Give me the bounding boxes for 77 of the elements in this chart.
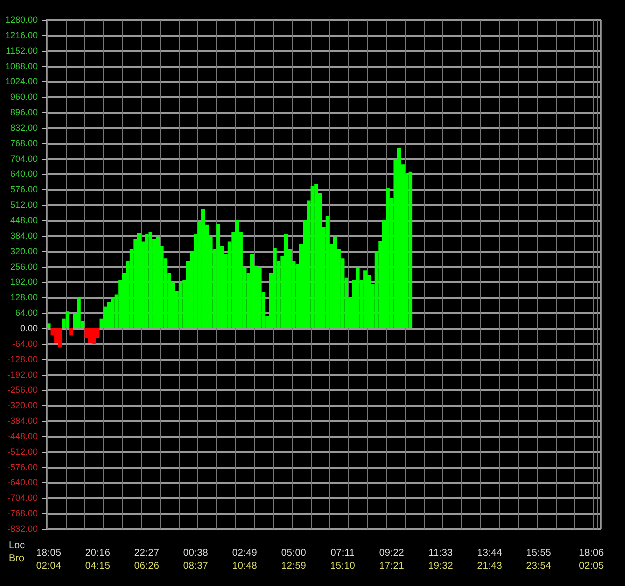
y-tick-label: 1216.00 — [5, 30, 38, 40]
bar — [258, 268, 262, 328]
y-tick-label: 256.00 — [10, 262, 38, 272]
text: Loc — [9, 540, 26, 552]
y-tick-label: 448.00 — [10, 216, 38, 226]
y-tick-label: 384.00 — [10, 230, 38, 241]
y-tick-label: 704.00 — [10, 154, 38, 164]
y-tick-label: -192.00 — [7, 370, 38, 380]
bar — [47, 324, 51, 328]
x-tick-label: 02:49 10:48 — [232, 548, 258, 572]
y-tick-label: -128.00 — [7, 354, 38, 364]
y-tick-label: 64.00 — [15, 308, 38, 318]
x-tick-label: 09:22 17:21 — [379, 548, 405, 572]
y-tick-label: -448.00 — [7, 431, 38, 442]
x-tick-label: 20:16 04:15 — [85, 548, 111, 572]
bar — [77, 298, 81, 328]
bar — [364, 270, 368, 328]
bar — [310, 186, 315, 328]
y-tick-label: -832.00 — [7, 524, 38, 534]
bar — [333, 236, 338, 328]
y-tick-label: 640.00 — [10, 169, 38, 180]
bar — [202, 209, 206, 328]
y-tick-label: 128.00 — [10, 292, 38, 303]
y-tick-label: 768.00 — [10, 138, 38, 148]
y-tick-label: -64.00 — [12, 338, 38, 349]
bar — [250, 254, 254, 328]
x-tick-label: 11:33 19:32 — [428, 548, 454, 572]
y-tick-label: -640.00 — [7, 478, 38, 488]
y-tick-label: 1088.00 — [5, 61, 38, 72]
y-tick-label: 832.00 — [10, 122, 38, 133]
x-tick-label: 00:38 08:37 — [183, 548, 209, 572]
bar — [58, 328, 62, 348]
y-tick-label: -768.00 — [7, 508, 38, 519]
x-tick-label: 18:05 02:04 — [36, 548, 62, 572]
y-tick-label: 192.00 — [10, 277, 38, 288]
y-tick-label: -576.00 — [7, 462, 38, 472]
bar — [284, 234, 288, 328]
y-tick-label: -320.00 — [7, 400, 38, 411]
y-tick-label: 0.00 — [20, 323, 38, 334]
bar — [111, 297, 115, 328]
bar — [235, 220, 240, 328]
x-tick-label: 13:44 21:43 — [477, 548, 503, 572]
x-tick-label: 05:00 12:59 — [281, 548, 307, 572]
bar — [273, 248, 277, 328]
x-tick-label: 18:06 02:05 — [579, 548, 605, 572]
x-tick-label: 07:11 15:10 — [330, 548, 356, 572]
bar — [144, 234, 149, 328]
y-tick-label: -704.00 — [7, 493, 38, 504]
text: Bro — [9, 554, 25, 564]
bar — [386, 188, 390, 328]
y-tick-label: -384.00 — [7, 416, 38, 426]
bar — [356, 268, 360, 328]
y-tick-label: -256.00 — [7, 385, 38, 396]
y-tick-label: 1280.00 — [5, 15, 38, 25]
x-tick-label: 22:27 06:26 — [134, 548, 160, 572]
y-tick-label: 576.00 — [10, 184, 38, 195]
x-tick-label: 15:55 23:54 — [526, 548, 552, 572]
bar — [326, 216, 330, 328]
bar — [148, 232, 153, 328]
bar — [216, 224, 220, 328]
bar — [88, 328, 92, 343]
bar — [314, 184, 318, 328]
y-tick-label: 896.00 — [10, 108, 38, 118]
bar — [178, 282, 183, 328]
y-tick-label: 320.00 — [10, 246, 38, 256]
bar — [66, 312, 70, 328]
bar — [70, 328, 74, 336]
bar — [92, 328, 96, 344]
y-tick-label: 1152.00 — [6, 46, 38, 56]
y-tick-label: 960.00 — [10, 92, 38, 102]
bar — [156, 236, 160, 328]
y-tick-label: -512.00 — [7, 446, 38, 457]
bar — [397, 148, 402, 328]
bar — [137, 233, 142, 328]
bar — [408, 172, 413, 328]
y-tick-label: 1024.00 — [5, 76, 38, 87]
y-tick-label: 512.00 — [10, 200, 38, 210]
